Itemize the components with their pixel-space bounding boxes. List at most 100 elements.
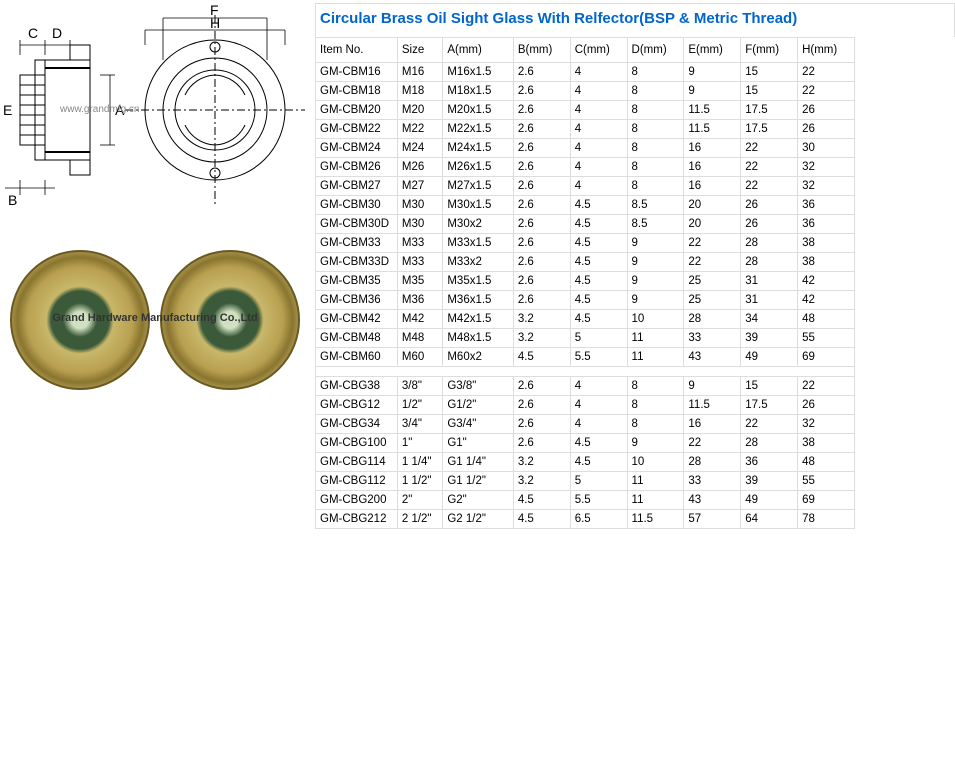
table-cell: 9 (627, 434, 684, 453)
table-cell: 15 (741, 377, 798, 396)
table-cell: 8 (627, 120, 684, 139)
table-cell: 22 (798, 82, 855, 101)
table-row: GM-CBM30M30M30x1.52.64.58.5202636 (316, 196, 855, 215)
table-cell: 25 (684, 272, 741, 291)
table-cell: 1 1/2" (397, 472, 442, 491)
table-cell: 16 (684, 158, 741, 177)
table-row: GM-CBM33DM33M33x22.64.59222838 (316, 253, 855, 272)
table-cell: 28 (741, 234, 798, 253)
table-cell: 48 (798, 310, 855, 329)
table-cell: 4.5 (570, 291, 627, 310)
table-cell: M48 (397, 329, 442, 348)
table-cell: G3/4" (443, 415, 514, 434)
table-cell: 4 (570, 63, 627, 82)
table-cell: 2.6 (513, 177, 570, 196)
table-cell: 8 (627, 82, 684, 101)
col-h: H(mm) (798, 38, 855, 63)
table-cell: 3.2 (513, 329, 570, 348)
table-cell: 5 (570, 472, 627, 491)
table-cell: 2.6 (513, 63, 570, 82)
table-cell: GM-CBM18 (316, 82, 398, 101)
table-row: GM-CBM33M33M33x1.52.64.59222838 (316, 234, 855, 253)
table-header: Item No. Size A(mm) B(mm) C(mm) D(mm) E(… (316, 38, 855, 63)
table-cell: GM-CBM48 (316, 329, 398, 348)
table-cell: 55 (798, 472, 855, 491)
dim-c: C (28, 25, 38, 41)
table-cell: GM-CBM36 (316, 291, 398, 310)
table-cell: 16 (684, 139, 741, 158)
table-cell: 17.5 (741, 101, 798, 120)
left-column: C D E A B F (0, 0, 310, 400)
table-cell: 20 (684, 215, 741, 234)
table-cell: 4.5 (513, 510, 570, 529)
table-cell: 28 (684, 453, 741, 472)
table-cell: 2.6 (513, 434, 570, 453)
table-cell: 1" (397, 434, 442, 453)
table-cell: GM-CBG200 (316, 491, 398, 510)
table-cell: M27x1.5 (443, 177, 514, 196)
table-cell: 28 (741, 434, 798, 453)
table-cell: M33 (397, 234, 442, 253)
table-cell: 11 (627, 348, 684, 367)
table-cell: M26x1.5 (443, 158, 514, 177)
table-cell: 2.6 (513, 82, 570, 101)
table-cell: GM-CBM16 (316, 63, 398, 82)
table-cell: 1 1/4" (397, 453, 442, 472)
table-cell: 57 (684, 510, 741, 529)
dim-e: E (3, 102, 12, 118)
table-cell: 4 (570, 82, 627, 101)
table-cell: GM-CBM24 (316, 139, 398, 158)
table-cell: 9 (627, 253, 684, 272)
table-cell: M33x2 (443, 253, 514, 272)
table-cell: M36x1.5 (443, 291, 514, 310)
table-cell: 39 (741, 329, 798, 348)
table-row: GM-CBM20M20M20x1.52.64811.517.526 (316, 101, 855, 120)
table-cell: M42 (397, 310, 442, 329)
table-cell: 4 (570, 177, 627, 196)
watermark: www.grandmfg.cn (59, 104, 139, 115)
page-title: Circular Brass Oil Sight Glass With Relf… (315, 3, 955, 37)
table-cell: 42 (798, 291, 855, 310)
table-cell: 49 (741, 491, 798, 510)
table-cell: 17.5 (741, 120, 798, 139)
table-cell: 11.5 (684, 101, 741, 120)
table-cell: 4 (570, 139, 627, 158)
table-row: GM-CBM18M18M18x1.52.64891522 (316, 82, 855, 101)
table-cell: 11 (627, 329, 684, 348)
table-cell: GM-CBG100 (316, 434, 398, 453)
table-cell: 15 (741, 82, 798, 101)
table-cell: 9 (627, 272, 684, 291)
table-cell: 31 (741, 291, 798, 310)
table-cell: 43 (684, 491, 741, 510)
table-cell: 9 (627, 234, 684, 253)
table-row: GM-CBM24M24M24x1.52.648162230 (316, 139, 855, 158)
table-cell: 22 (798, 63, 855, 82)
table-cell: 36 (798, 215, 855, 234)
dim-b: B (8, 192, 17, 208)
table-cell: 32 (798, 158, 855, 177)
table-cell: M20 (397, 101, 442, 120)
table-cell: M30 (397, 215, 442, 234)
table-cell: GM-CBM33D (316, 253, 398, 272)
table-cell: 4 (570, 415, 627, 434)
table-cell: 9 (684, 82, 741, 101)
table-cell: 38 (798, 434, 855, 453)
spec-table: Item No. Size A(mm) B(mm) C(mm) D(mm) E(… (315, 37, 855, 529)
table-cell: 8 (627, 158, 684, 177)
table-cell: 8.5 (627, 196, 684, 215)
table-cell: M27 (397, 177, 442, 196)
table-cell: GM-CBG114 (316, 453, 398, 472)
table-cell: GM-CBM30 (316, 196, 398, 215)
spec-panel: Circular Brass Oil Sight Glass With Relf… (315, 3, 955, 529)
table-cell: 10 (627, 453, 684, 472)
table-row: GM-CBG343/4"G3/4"2.648162232 (316, 415, 855, 434)
table-cell: GM-CBG34 (316, 415, 398, 434)
table-cell: 5.5 (570, 491, 627, 510)
dim-d: D (52, 25, 62, 41)
table-cell: 49 (741, 348, 798, 367)
table-cell: GM-CBM26 (316, 158, 398, 177)
photo-caption: Grand Hardware Manufacturing Co.,Ltd (15, 312, 295, 324)
table-cell: 39 (741, 472, 798, 491)
table-row: GM-CBG383/8"G3/8"2.64891522 (316, 377, 855, 396)
table-row: GM-CBG2002"G2"4.55.511434969 (316, 491, 855, 510)
